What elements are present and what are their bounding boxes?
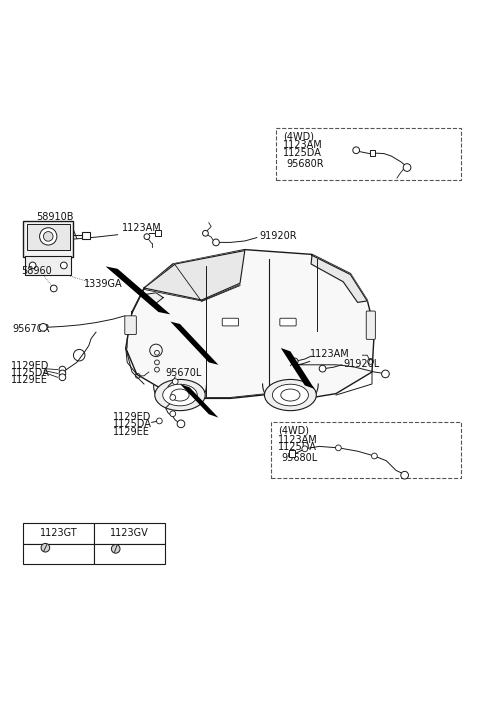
Circle shape xyxy=(372,453,377,459)
Circle shape xyxy=(302,446,308,451)
FancyBboxPatch shape xyxy=(366,311,375,339)
Bar xyxy=(370,150,375,156)
Bar xyxy=(23,544,94,564)
FancyBboxPatch shape xyxy=(280,318,296,326)
Text: 1339GA: 1339GA xyxy=(84,279,122,289)
Circle shape xyxy=(29,262,36,269)
Polygon shape xyxy=(146,293,163,303)
Bar xyxy=(94,544,165,564)
Circle shape xyxy=(213,239,219,246)
Circle shape xyxy=(59,366,66,373)
Text: (4WD): (4WD) xyxy=(278,426,310,436)
Circle shape xyxy=(144,234,150,240)
Circle shape xyxy=(39,323,47,331)
Text: (4WD): (4WD) xyxy=(283,131,314,141)
Text: 1125DA: 1125DA xyxy=(278,442,317,452)
Polygon shape xyxy=(311,256,367,302)
Circle shape xyxy=(156,418,162,424)
Text: 95680L: 95680L xyxy=(282,454,318,464)
Text: 58910B: 58910B xyxy=(36,212,73,222)
Circle shape xyxy=(403,163,411,171)
Text: 95670L: 95670L xyxy=(166,369,202,379)
Circle shape xyxy=(111,544,120,553)
Text: 1125DA: 1125DA xyxy=(283,148,322,158)
Text: 58960: 58960 xyxy=(22,266,52,276)
Ellipse shape xyxy=(155,379,205,410)
Text: 95670R: 95670R xyxy=(12,324,50,334)
Polygon shape xyxy=(106,266,170,315)
Text: 1125DA: 1125DA xyxy=(113,419,152,429)
Circle shape xyxy=(60,262,67,269)
Text: 1129EE: 1129EE xyxy=(113,427,150,437)
Circle shape xyxy=(203,230,208,236)
Text: 91920L: 91920L xyxy=(343,359,380,369)
Ellipse shape xyxy=(272,384,308,406)
Polygon shape xyxy=(170,322,218,365)
Ellipse shape xyxy=(163,384,197,406)
Bar xyxy=(155,230,161,236)
Bar xyxy=(82,232,90,239)
Bar xyxy=(271,423,461,477)
Text: 1123AM: 1123AM xyxy=(283,140,323,150)
Bar xyxy=(289,450,295,457)
Text: 1129ED: 1129ED xyxy=(113,412,151,422)
Text: 95680R: 95680R xyxy=(287,159,324,169)
Circle shape xyxy=(50,285,57,292)
FancyBboxPatch shape xyxy=(23,221,73,257)
Circle shape xyxy=(177,420,185,428)
Circle shape xyxy=(59,374,66,381)
Text: 1125DA: 1125DA xyxy=(11,368,49,378)
Text: 1123AM: 1123AM xyxy=(122,223,162,233)
Text: 1123GT: 1123GT xyxy=(40,528,77,539)
Circle shape xyxy=(291,358,298,365)
Bar xyxy=(27,224,70,250)
Circle shape xyxy=(353,147,360,153)
Ellipse shape xyxy=(171,389,189,401)
Circle shape xyxy=(319,365,326,372)
Circle shape xyxy=(172,379,178,384)
Circle shape xyxy=(382,370,389,378)
Ellipse shape xyxy=(264,379,316,410)
Bar xyxy=(94,523,165,544)
Circle shape xyxy=(41,544,50,552)
Circle shape xyxy=(44,232,53,241)
Circle shape xyxy=(336,445,341,451)
Ellipse shape xyxy=(281,389,300,401)
Circle shape xyxy=(170,395,176,400)
Polygon shape xyxy=(126,250,374,398)
Circle shape xyxy=(401,472,408,479)
Text: 1123AM: 1123AM xyxy=(278,435,318,445)
Text: 1123AM: 1123AM xyxy=(310,349,349,359)
Text: 1123GV: 1123GV xyxy=(110,528,149,539)
Circle shape xyxy=(39,228,57,245)
Text: 1129EE: 1129EE xyxy=(11,375,48,385)
Polygon shape xyxy=(281,348,314,389)
Polygon shape xyxy=(144,251,245,300)
Bar xyxy=(23,523,94,544)
Bar xyxy=(276,128,461,180)
Circle shape xyxy=(59,370,66,377)
FancyBboxPatch shape xyxy=(222,318,239,326)
FancyBboxPatch shape xyxy=(125,316,136,335)
FancyBboxPatch shape xyxy=(25,256,71,275)
Circle shape xyxy=(170,411,176,417)
Text: 91920R: 91920R xyxy=(259,231,297,241)
Text: 1129ED: 1129ED xyxy=(11,361,49,371)
Polygon shape xyxy=(180,384,218,418)
